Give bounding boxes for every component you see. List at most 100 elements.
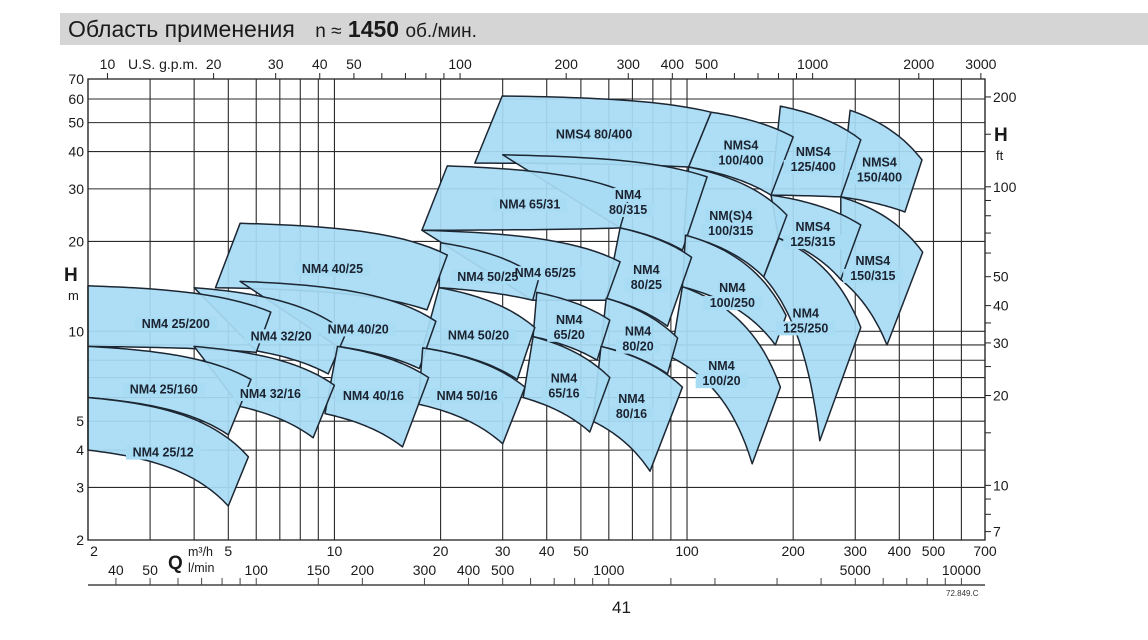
y-tick-label-m: 2 <box>76 532 84 548</box>
region-label: NM4 40/20 <box>328 322 389 336</box>
region-label: NM4 25/200 <box>142 317 210 331</box>
region-label: NM4 40/25 <box>302 262 363 276</box>
region-label-bg <box>854 253 892 268</box>
page-title: Область применения n ≈ 1450 об./мин. <box>68 16 477 43</box>
region-label-bg <box>717 281 747 296</box>
y-tick-label-ft: 20 <box>993 387 1009 403</box>
x-tick-label-lmin: 50 <box>142 562 158 578</box>
region-label-bg <box>450 270 526 285</box>
region-label: 100/315 <box>708 224 753 238</box>
region-label: 150/315 <box>850 269 895 283</box>
y-axis-unit-right: ft <box>996 148 1004 163</box>
region-label: 100/20 <box>702 374 740 388</box>
y-axis-label-right: H <box>994 125 1008 146</box>
x-tick-label-m3h: 300 <box>844 543 868 559</box>
region-label-bg <box>541 386 586 401</box>
x-tick-label-lmin: 1000 <box>593 562 624 578</box>
x-tick-label-m3h: 200 <box>781 543 805 559</box>
y-axis-label-left: H <box>64 265 78 286</box>
x-tick-label-gpm: 20 <box>206 56 222 72</box>
region-label-bg <box>609 406 654 421</box>
region-label-bg <box>125 445 201 460</box>
region-label: NM4 40/16 <box>343 389 404 403</box>
x-tick-label-m3h: 10 <box>327 543 343 559</box>
region-label-bg <box>791 306 821 321</box>
region-label: 80/16 <box>616 407 647 421</box>
region-label-bg <box>695 374 748 389</box>
region-label: 100/250 <box>710 296 755 310</box>
y-tick-label-ft: 30 <box>993 335 1009 351</box>
region-label: NMS4 <box>855 254 890 268</box>
region-label: NM4 <box>556 313 582 327</box>
region-label-bg <box>554 312 584 327</box>
y-tick-label-ft: 200 <box>993 89 1017 105</box>
y-tick-label-m: 20 <box>68 233 84 249</box>
region-label-bg <box>243 329 319 344</box>
x-tick-label-m3h: 50 <box>573 543 589 559</box>
x-tick-label-m3h: 30 <box>495 543 511 559</box>
region-label: NM4 25/12 <box>133 446 194 460</box>
region-label: NM4 <box>551 371 577 385</box>
y-tick-label-m: 50 <box>68 115 84 131</box>
region-label-bg <box>613 187 643 202</box>
x-axis-unit-m3h: m³/h <box>188 545 213 559</box>
title-text: Область применения <box>68 16 295 42</box>
pump-region <box>762 237 862 442</box>
region-label: NM4 <box>708 359 734 373</box>
region-label-bg <box>602 202 654 217</box>
region-label-bg <box>336 389 411 404</box>
region-label-bg <box>429 388 505 403</box>
region-label-bg <box>861 155 898 170</box>
region-label: 65/16 <box>548 386 579 400</box>
region-label: NM4 65/25 <box>515 266 576 280</box>
x-tick-label-lmin: 5000 <box>840 562 871 578</box>
drawing-code: 72.849.C <box>946 589 979 598</box>
region-label: 125/400 <box>791 160 836 174</box>
region-label-bg <box>134 317 217 332</box>
region-label-bg <box>704 209 757 224</box>
plot-frame <box>87 78 986 541</box>
region-label-bg <box>783 234 843 249</box>
region-label-bg <box>508 266 583 281</box>
region-label: NM4 25/160 <box>130 383 198 397</box>
y-tick-label-ft: 7 <box>993 524 1001 540</box>
region-label: NMS4 <box>796 145 831 159</box>
x-tick-label-gpm: 30 <box>268 56 284 72</box>
x-tick-label-lmin: 400 <box>457 562 481 578</box>
x-tick-label-gpm: 1000 <box>797 56 828 72</box>
region-label: NM(S)4 <box>709 209 752 223</box>
x-tick-label-m3h: 400 <box>888 543 912 559</box>
region-label-bg <box>711 153 771 168</box>
x-axis-unit-lmin: l/min <box>188 561 214 575</box>
title-bar: Область применения n ≈ 1450 об./мин. <box>60 13 1148 45</box>
x-tick-label-gpm: 200 <box>555 56 579 72</box>
region-label: NMS4 <box>724 138 759 152</box>
region-label-bg <box>549 127 639 142</box>
x-tick-label-m3h: 20 <box>433 543 449 559</box>
x-tick-label-lmin: 10000 <box>942 562 981 578</box>
region-label: 150/400 <box>857 170 902 184</box>
x-tick-label-gpm: 2000 <box>903 56 934 72</box>
y-axis-unit-left: m <box>68 288 79 303</box>
region-label-bg <box>623 324 653 339</box>
x-tick-label-gpm: 100 <box>448 56 472 72</box>
region-label-bg <box>320 322 396 337</box>
rpm-prefix: n ≈ <box>315 21 342 42</box>
x-tick-label-gpm: 300 <box>617 56 641 72</box>
region-label-bg <box>122 382 205 397</box>
y-tick-label-m: 40 <box>68 144 84 160</box>
x-tick-label-lmin: 40 <box>108 562 124 578</box>
y-tick-label-ft: 100 <box>993 179 1017 195</box>
region-label: NM4 32/16 <box>240 387 301 401</box>
x-tick-label-gpm: 3000 <box>965 56 996 72</box>
x-tick-label-gpm: 400 <box>661 56 685 72</box>
y-tick-label-m: 4 <box>76 442 84 458</box>
region-label: NM4 50/20 <box>448 329 509 343</box>
x-tick-label-lmin: 300 <box>413 562 437 578</box>
region-label: NMS4 <box>862 155 897 169</box>
x-tick-label-m3h: 700 <box>973 543 997 559</box>
rpm-unit: об./мин. <box>405 21 477 42</box>
y-tick-label-m: 3 <box>76 479 84 495</box>
region-label-bg <box>624 277 669 292</box>
